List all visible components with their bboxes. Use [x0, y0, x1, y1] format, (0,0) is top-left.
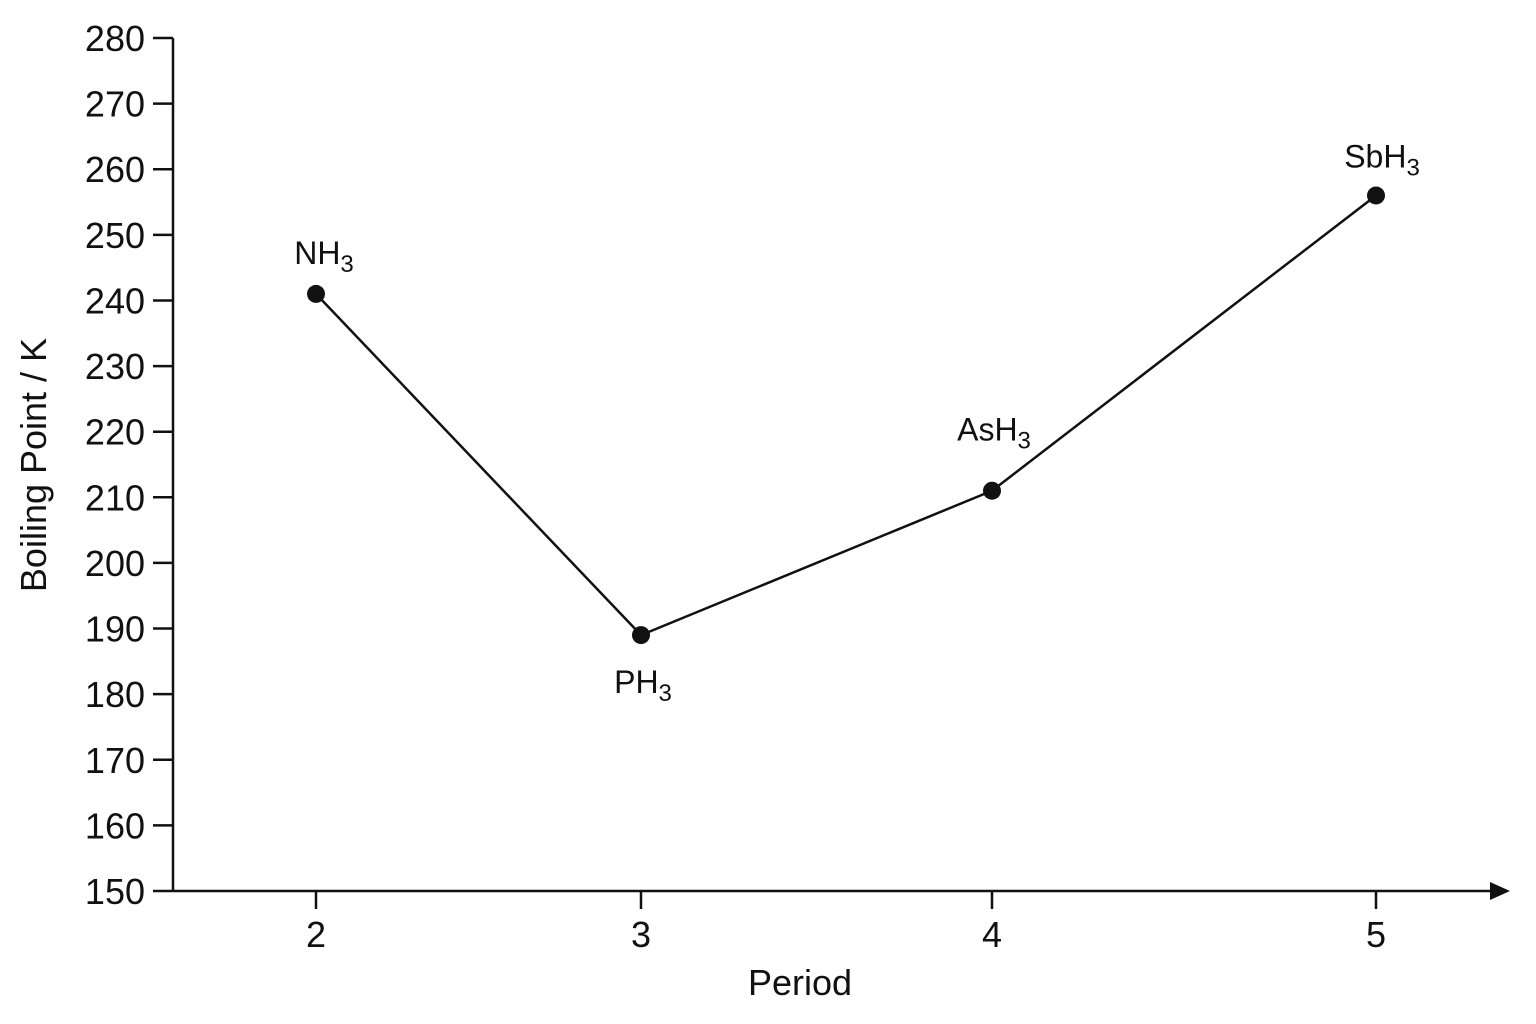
- y-tick-label: 160: [85, 805, 145, 846]
- y-tick-label: 260: [85, 149, 145, 190]
- point-label: NH3: [294, 235, 354, 278]
- y-tick-label: 220: [85, 412, 145, 453]
- x-axis-title: Period: [748, 962, 852, 1003]
- y-tick-label: 240: [85, 280, 145, 321]
- y-axis: 150 160 170 180 190 200 210 220 230 240 250 260 270 2…: [85, 18, 175, 912]
- x-tick-label: 4: [982, 914, 1002, 955]
- point-label: PH3: [614, 664, 672, 707]
- data-point: [1367, 186, 1385, 205]
- x-tick-label: 5: [1366, 914, 1386, 955]
- y-tick-label: 200: [85, 543, 145, 584]
- point-label: AsH3: [957, 412, 1031, 455]
- y-tick-label: 180: [85, 674, 145, 715]
- data-point: [307, 284, 325, 303]
- data-point: [983, 481, 1001, 500]
- y-tick-label: 270: [85, 84, 145, 125]
- y-tick-label: 170: [85, 740, 145, 781]
- y-axis-title: Boiling Point / K: [13, 338, 54, 592]
- y-tick-label: 190: [85, 609, 145, 650]
- point-label: SbH3: [1344, 138, 1420, 181]
- x-tick-label: 2: [306, 914, 326, 955]
- x-tick-label: 3: [631, 914, 651, 955]
- series-group: NH3 PH3 AsH3 SbH3: [294, 138, 1420, 707]
- y-tick-label: 210: [85, 477, 145, 518]
- y-tick-label: 150: [85, 871, 145, 912]
- y-tick-label: 280: [85, 18, 145, 59]
- x-axis: 2 3 4 5: [173, 882, 1510, 955]
- series-line: [315, 194, 1377, 637]
- y-tick-label: 230: [85, 346, 145, 387]
- x-axis-arrowhead: [1490, 882, 1510, 900]
- data-point: [632, 626, 650, 645]
- y-tick-label: 250: [85, 215, 145, 256]
